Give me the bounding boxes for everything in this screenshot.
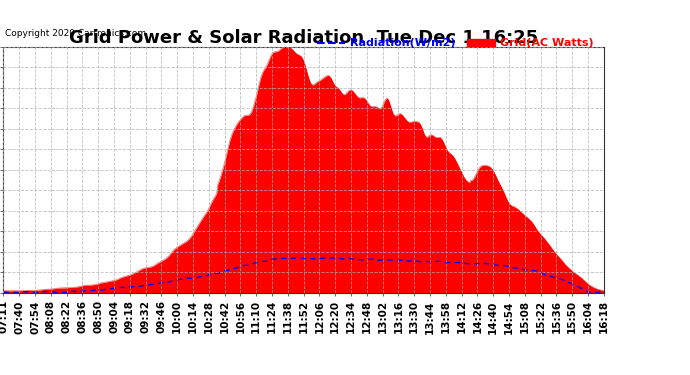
Legend: Radiation(W/m2), Grid(AC Watts): Radiation(W/m2), Grid(AC Watts) xyxy=(313,34,598,53)
Title: Grid Power & Solar Radiation  Tue Dec 1 16:25: Grid Power & Solar Radiation Tue Dec 1 1… xyxy=(69,29,538,47)
Text: Copyright 2020 Cartronics.com: Copyright 2020 Cartronics.com xyxy=(5,29,146,38)
